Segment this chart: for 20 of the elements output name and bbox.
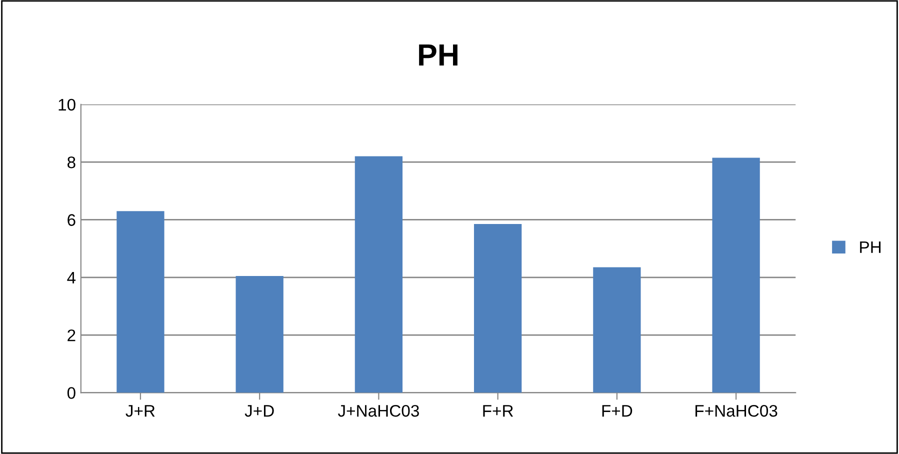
bar [474,224,522,393]
chart-title: PH [419,44,458,66]
y-tick-label: 0 [67,387,76,399]
y-tick-label: 4 [67,272,76,284]
bar [116,211,164,393]
x-tick-label: J+R [126,405,155,417]
x-tick-label: J+NaHC03 [338,404,419,417]
bar [354,156,403,393]
y-tick-label: 6 [68,214,76,226]
x-tick-label: F+R [483,405,514,417]
y-tick-label: 10 [58,98,76,111]
legend-label: PH [860,241,881,253]
x-tick-label: F+NaHC03 [696,404,778,417]
x-tick-label: F+D [602,405,632,417]
bar [712,158,760,393]
y-tick-label: 2 [68,329,76,342]
y-tick-label: 8 [68,156,76,168]
bar [593,267,641,393]
x-tick-label: J+D [244,405,274,417]
bar [236,276,284,393]
